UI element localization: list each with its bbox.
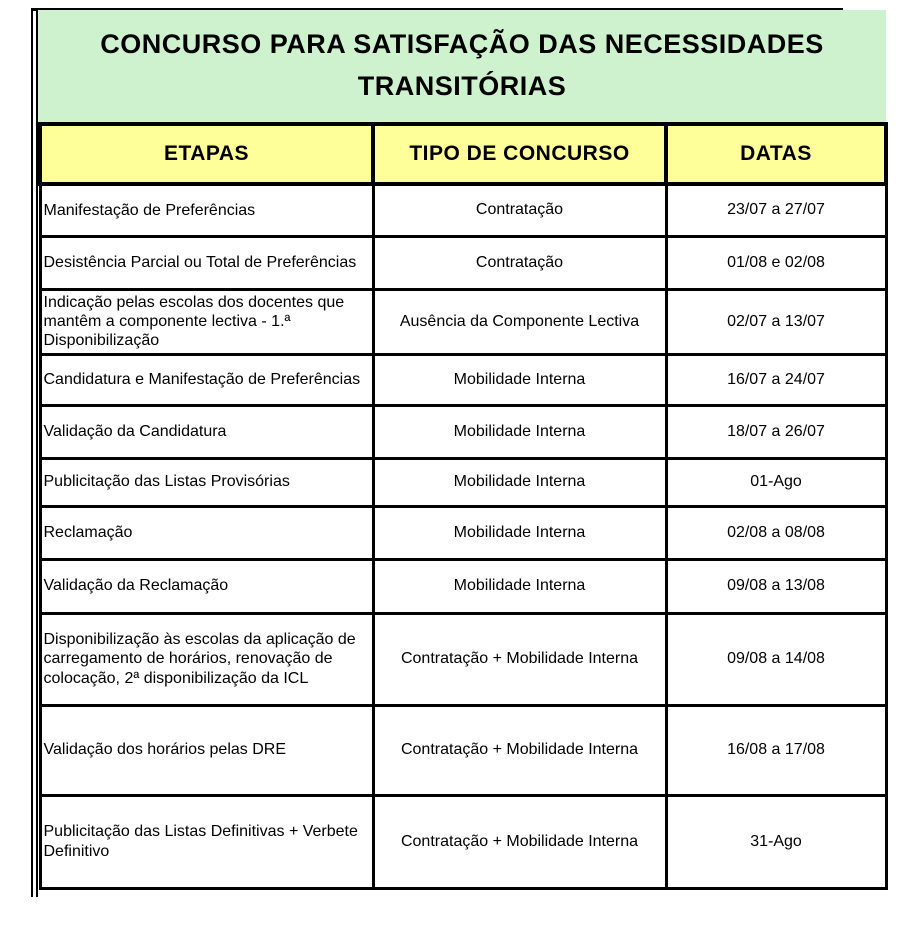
column-header-etapas: ETAPAS	[38, 122, 375, 186]
cell-tipo: Mobilidade Interna	[371, 504, 668, 561]
cell-etapa: Indicação pelas escolas dos docentes que…	[38, 287, 375, 356]
table-row: Validação da Reclamação Mobilidade Inter…	[38, 557, 888, 615]
cell-datas: 16/08 a 17/08	[664, 703, 888, 797]
cell-tipo: Contratação	[371, 234, 668, 291]
table-row: Publicitação das Listas Definitivas + Ve…	[38, 793, 888, 890]
cell-tipo: Contratação + Mobilidade Interna	[371, 793, 668, 890]
cell-etapa: Validação da Candidatura	[38, 403, 375, 460]
cell-tipo: Contratação	[371, 182, 668, 238]
title-banner: CONCURSO PARA SATISFAÇÃO DAS NECESSIDADE…	[38, 10, 886, 122]
cell-datas: 16/07 a 24/07	[664, 352, 888, 407]
left-double-border	[31, 8, 38, 897]
cell-etapa: Candidatura e Manifestação de Preferênci…	[38, 352, 375, 407]
table-row: Validação da Candidatura Mobilidade Inte…	[38, 403, 888, 460]
table-row: Desistência Parcial ou Total de Preferên…	[38, 234, 888, 291]
top-border-rule	[33, 8, 843, 11]
table-header-row: ETAPAS TIPO DE CONCURSO DATAS	[38, 122, 888, 186]
cell-datas: 09/08 a 13/08	[664, 557, 888, 615]
cell-tipo: Ausência da Componente Lectiva	[371, 287, 668, 356]
cell-etapa: Publicitação das Listas Definitivas + Ve…	[38, 793, 375, 890]
cell-tipo: Contratação + Mobilidade Interna	[371, 611, 668, 707]
cell-datas: 01/08 e 02/08	[664, 234, 888, 291]
cell-datas: 01-Ago	[664, 456, 888, 508]
cell-datas: 18/07 a 26/07	[664, 403, 888, 460]
table-row: Publicitação das Listas Provisórias Mobi…	[38, 456, 888, 508]
table-row: Manifestação de Preferências Contratação…	[38, 182, 888, 238]
cell-datas: 09/08 a 14/08	[664, 611, 888, 707]
table-row: Validação dos horários pelas DRE Contrat…	[38, 703, 888, 797]
cell-datas: 02/08 a 08/08	[664, 504, 888, 561]
cell-etapa: Validação da Reclamação	[38, 557, 375, 615]
cell-etapa: Manifestação de Preferências	[38, 182, 375, 238]
table-row: Disponibilização às escolas da aplicação…	[38, 611, 888, 707]
cell-etapa: Reclamação	[38, 504, 375, 561]
schedule-table: ETAPAS TIPO DE CONCURSO DATAS Manifestaç…	[38, 122, 888, 890]
cell-etapa: Validação dos horários pelas DRE	[38, 703, 375, 797]
table-row: Candidatura e Manifestação de Preferênci…	[38, 352, 888, 407]
cell-datas: 31-Ago	[664, 793, 888, 890]
cell-datas: 02/07 a 13/07	[664, 287, 888, 356]
table-row: Reclamação Mobilidade Interna 02/08 a 08…	[38, 504, 888, 561]
cell-tipo: Mobilidade Interna	[371, 557, 668, 615]
cell-etapa: Publicitação das Listas Provisórias	[38, 456, 375, 508]
table-row: Indicação pelas escolas dos docentes que…	[38, 287, 888, 356]
column-header-datas: DATAS	[664, 122, 888, 186]
cell-tipo: Mobilidade Interna	[371, 403, 668, 460]
cell-etapa: Desistência Parcial ou Total de Preferên…	[38, 234, 375, 291]
cell-etapa: Disponibilização às escolas da aplicação…	[38, 611, 375, 707]
cell-datas: 23/07 a 27/07	[664, 182, 888, 238]
cell-tipo: Mobilidade Interna	[371, 352, 668, 407]
column-header-tipo-de-concurso: TIPO DE CONCURSO	[371, 122, 668, 186]
cell-tipo: Mobilidade Interna	[371, 456, 668, 508]
cell-tipo: Contratação + Mobilidade Interna	[371, 703, 668, 797]
page-title: CONCURSO PARA SATISFAÇÃO DAS NECESSIDADE…	[100, 29, 824, 101]
